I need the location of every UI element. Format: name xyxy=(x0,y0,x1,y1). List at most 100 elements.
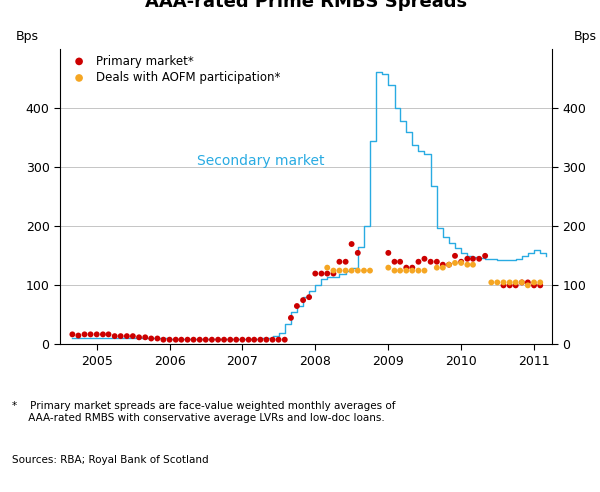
Deals with AOFM participation* xyxy=(413,267,423,275)
Legend: Primary market*, Deals with AOFM participation*: Primary market*, Deals with AOFM partici… xyxy=(65,52,283,87)
Primary market* xyxy=(176,336,186,343)
Deals with AOFM participation* xyxy=(407,267,417,275)
Text: *    Primary market spreads are face-value weighted monthly averages of
     AAA: * Primary market spreads are face-value … xyxy=(12,401,395,423)
Primary market* xyxy=(511,281,520,289)
Primary market* xyxy=(292,302,302,310)
Primary market* xyxy=(140,334,150,341)
Primary market* xyxy=(195,336,205,343)
Primary market* xyxy=(407,264,417,272)
Deals with AOFM participation* xyxy=(457,259,466,267)
Primary market* xyxy=(419,255,429,263)
Text: Bps: Bps xyxy=(573,31,596,43)
Primary market* xyxy=(238,336,247,343)
Primary market* xyxy=(146,335,156,342)
Deals with AOFM participation* xyxy=(468,261,478,269)
Primary market* xyxy=(426,258,436,266)
Deals with AOFM participation* xyxy=(505,278,514,286)
Primary market* xyxy=(517,278,527,286)
Deals with AOFM participation* xyxy=(335,267,344,275)
Primary market* xyxy=(438,261,448,269)
Primary market* xyxy=(268,336,277,343)
Primary market* xyxy=(457,258,466,266)
Primary market* xyxy=(80,331,89,338)
Deals with AOFM participation* xyxy=(438,264,448,272)
Primary market* xyxy=(523,278,533,286)
Deals with AOFM participation* xyxy=(390,267,400,275)
Primary market* xyxy=(134,334,144,341)
Deals with AOFM participation* xyxy=(401,267,411,275)
Primary market* xyxy=(244,336,253,343)
Deals with AOFM participation* xyxy=(353,267,362,275)
Primary market* xyxy=(329,270,338,277)
Primary market* xyxy=(128,332,137,340)
Primary market* xyxy=(110,332,119,340)
Deals with AOFM participation* xyxy=(517,278,527,286)
Primary market* xyxy=(256,336,265,343)
Primary market* xyxy=(468,255,478,263)
Primary market* xyxy=(158,336,168,343)
Primary market* xyxy=(395,258,405,266)
Primary market* xyxy=(335,258,344,266)
Primary market* xyxy=(201,336,211,343)
Deals with AOFM participation* xyxy=(463,261,472,269)
Deals with AOFM participation* xyxy=(444,261,454,269)
Primary market* xyxy=(226,336,235,343)
Deals with AOFM participation* xyxy=(329,267,338,275)
Deals with AOFM participation* xyxy=(395,267,405,275)
Primary market* xyxy=(74,332,83,339)
Primary market* xyxy=(529,281,539,289)
Primary market* xyxy=(298,296,308,304)
Primary market* xyxy=(322,270,332,277)
Text: Secondary market: Secondary market xyxy=(197,154,324,168)
Primary market* xyxy=(262,336,271,343)
Primary market* xyxy=(481,252,490,260)
Primary market* xyxy=(250,336,259,343)
Text: Bps: Bps xyxy=(16,31,39,43)
Deals with AOFM participation* xyxy=(419,267,429,275)
Deals with AOFM participation* xyxy=(493,278,502,286)
Deals with AOFM participation* xyxy=(487,278,496,286)
Deals with AOFM participation* xyxy=(359,267,369,275)
Deals with AOFM participation* xyxy=(341,267,350,275)
Deals with AOFM participation* xyxy=(432,264,442,272)
Primary market* xyxy=(98,331,108,338)
Deals with AOFM participation* xyxy=(365,267,375,275)
Primary market* xyxy=(274,336,283,343)
Deals with AOFM participation* xyxy=(535,278,545,286)
Primary market* xyxy=(475,255,484,263)
Deals with AOFM participation* xyxy=(450,259,460,267)
Deals with AOFM participation* xyxy=(499,278,508,286)
Primary market* xyxy=(232,336,241,343)
Primary market* xyxy=(444,261,454,269)
Deals with AOFM participation* xyxy=(383,264,393,272)
Deals with AOFM participation* xyxy=(523,281,533,289)
Primary market* xyxy=(535,281,545,289)
Primary market* xyxy=(353,249,362,257)
Primary market* xyxy=(189,336,199,343)
Primary market* xyxy=(213,336,223,343)
Primary market* xyxy=(450,252,460,260)
Primary market* xyxy=(401,264,411,272)
Primary market* xyxy=(505,281,514,289)
Primary market* xyxy=(317,270,326,277)
Primary market* xyxy=(310,270,320,277)
Text: AAA-rated Prime RMBS Spreads: AAA-rated Prime RMBS Spreads xyxy=(145,0,467,11)
Text: Sources: RBA; Royal Bank of Scotland: Sources: RBA; Royal Bank of Scotland xyxy=(12,455,209,465)
Primary market* xyxy=(463,255,472,263)
Deals with AOFM participation* xyxy=(347,267,356,275)
Primary market* xyxy=(390,258,400,266)
Primary market* xyxy=(383,249,393,257)
Primary market* xyxy=(68,331,77,338)
Primary market* xyxy=(86,331,95,338)
Deals with AOFM participation* xyxy=(322,264,332,272)
Primary market* xyxy=(116,332,125,340)
Primary market* xyxy=(92,331,101,338)
Primary market* xyxy=(347,240,356,248)
Primary market* xyxy=(499,281,508,289)
Primary market* xyxy=(183,336,193,343)
Primary market* xyxy=(304,293,314,301)
Deals with AOFM participation* xyxy=(511,278,520,286)
Primary market* xyxy=(104,331,113,338)
Primary market* xyxy=(219,336,229,343)
Deals with AOFM participation* xyxy=(529,278,539,286)
